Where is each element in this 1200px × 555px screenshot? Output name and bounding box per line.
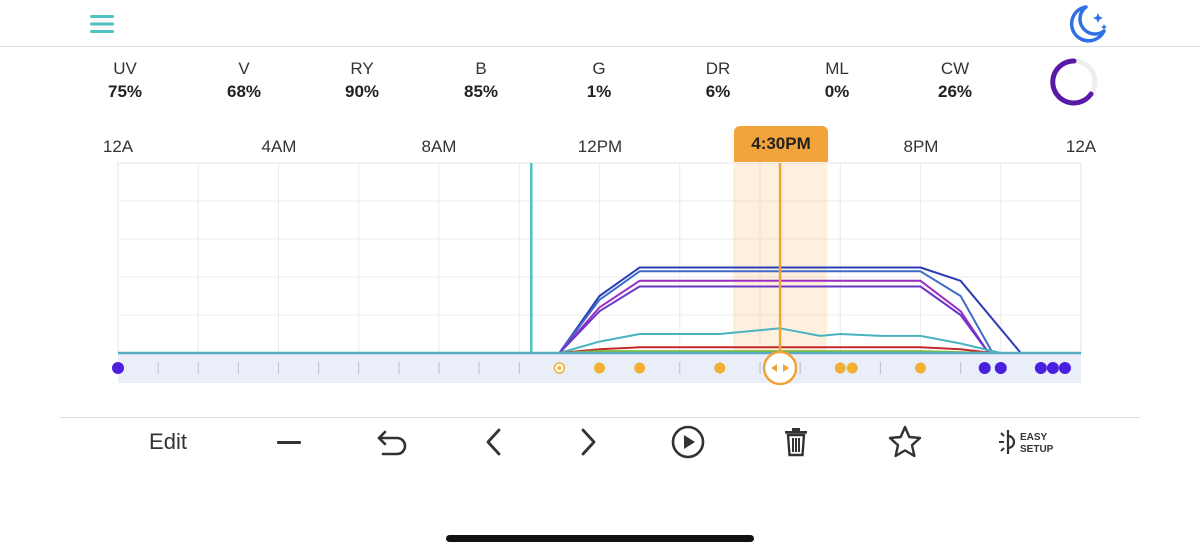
schedule-node bbox=[846, 362, 858, 374]
divider bbox=[60, 417, 1140, 418]
easy-setup-text: SETUP bbox=[1020, 444, 1054, 455]
schedule-node bbox=[594, 362, 605, 374]
channel-name: UV bbox=[113, 59, 137, 78]
time-scrubber-handle bbox=[762, 350, 798, 386]
channel-dr[interactable]: DR 6% bbox=[668, 58, 768, 104]
schedule-node bbox=[834, 362, 846, 374]
channel-value: 90% bbox=[344, 82, 380, 101]
minus-button[interactable] bbox=[270, 420, 308, 464]
channel-ry[interactable]: RY 90% bbox=[312, 58, 412, 104]
channel-uv[interactable]: UV 75% bbox=[75, 58, 175, 104]
play-button[interactable] bbox=[668, 420, 708, 464]
schedule-chart[interactable] bbox=[0, 0, 1200, 400]
channel-readout-row: UV 75% V 68% RY 90% B 85% G 1% DR 6% ML … bbox=[0, 58, 1200, 108]
schedule-node bbox=[112, 362, 124, 374]
channel-value: 75% bbox=[107, 82, 143, 101]
channel-value: 1% bbox=[586, 82, 612, 101]
progress-ring-icon[interactable] bbox=[1048, 56, 1100, 108]
schedule-node bbox=[915, 362, 926, 374]
delete-button[interactable] bbox=[778, 420, 814, 464]
bottom-toolbar: Edit bbox=[0, 420, 1200, 464]
chevron-left-icon bbox=[486, 428, 501, 456]
time-label: 8PM bbox=[903, 137, 939, 156]
time-axis: 12A 4AM 8AM 12PM 8PM 12A bbox=[0, 134, 1200, 160]
top-bar bbox=[0, 0, 1200, 47]
schedule-node bbox=[1046, 362, 1059, 374]
easy-setup-icon: EASY SETUP bbox=[999, 430, 1054, 455]
channel-value: 26% bbox=[937, 82, 973, 101]
channel-name: CW bbox=[940, 59, 970, 78]
previous-button[interactable] bbox=[478, 420, 510, 464]
channel-value: 68% bbox=[226, 82, 262, 101]
schedule-node bbox=[1034, 362, 1047, 374]
arrow-right-icon bbox=[783, 364, 790, 372]
undo-button[interactable] bbox=[372, 420, 414, 464]
channel-cw[interactable]: CW 26% bbox=[905, 58, 1005, 104]
channel-ml[interactable]: ML 0% bbox=[787, 58, 887, 104]
channel-name: G bbox=[592, 59, 606, 78]
schedule-node bbox=[1058, 362, 1071, 374]
channel-value: 85% bbox=[463, 82, 499, 101]
schedule-node bbox=[557, 366, 562, 370]
next-button[interactable] bbox=[572, 420, 604, 464]
channel-name: RY bbox=[350, 59, 374, 78]
moon-stars-icon[interactable] bbox=[1064, 3, 1110, 45]
undo-icon bbox=[377, 430, 407, 456]
edit-button[interactable]: Edit bbox=[138, 420, 198, 464]
time-label: 12A bbox=[1065, 137, 1097, 156]
channel-value: 6% bbox=[705, 82, 731, 101]
easy-setup-text: EASY bbox=[1020, 432, 1048, 443]
arrow-left-icon bbox=[771, 364, 778, 372]
easy-setup-button[interactable]: EASY SETUP bbox=[996, 420, 1058, 464]
schedule-node bbox=[714, 362, 726, 374]
menu-icon[interactable] bbox=[88, 12, 116, 36]
edit-label: Edit bbox=[149, 429, 187, 454]
time-label: 12A bbox=[102, 137, 134, 156]
time-label: 12PM bbox=[577, 137, 623, 156]
channel-name: ML bbox=[825, 59, 849, 78]
star-icon bbox=[888, 425, 922, 458]
trash-icon bbox=[785, 428, 807, 457]
channel-g[interactable]: G 1% bbox=[549, 58, 649, 104]
channel-name: B bbox=[475, 59, 487, 78]
current-time-badge[interactable]: 4:30PM bbox=[734, 126, 828, 162]
home-indicator bbox=[446, 535, 754, 542]
chevron-right-icon bbox=[581, 428, 596, 456]
schedule-node bbox=[978, 362, 991, 374]
favorite-button[interactable] bbox=[884, 420, 926, 464]
channel-b[interactable]: B 85% bbox=[431, 58, 531, 104]
schedule-node bbox=[634, 362, 646, 374]
channel-name: V bbox=[238, 59, 250, 78]
time-label: 4AM bbox=[261, 137, 297, 156]
schedule-node bbox=[994, 362, 1007, 374]
time-label: 8AM bbox=[421, 137, 457, 156]
channel-value: 0% bbox=[824, 82, 850, 101]
play-circle-icon bbox=[671, 425, 705, 459]
minus-icon bbox=[277, 441, 301, 444]
channel-name: DR bbox=[705, 59, 731, 78]
series-line bbox=[559, 327, 1002, 354]
channel-v[interactable]: V 68% bbox=[194, 58, 294, 104]
